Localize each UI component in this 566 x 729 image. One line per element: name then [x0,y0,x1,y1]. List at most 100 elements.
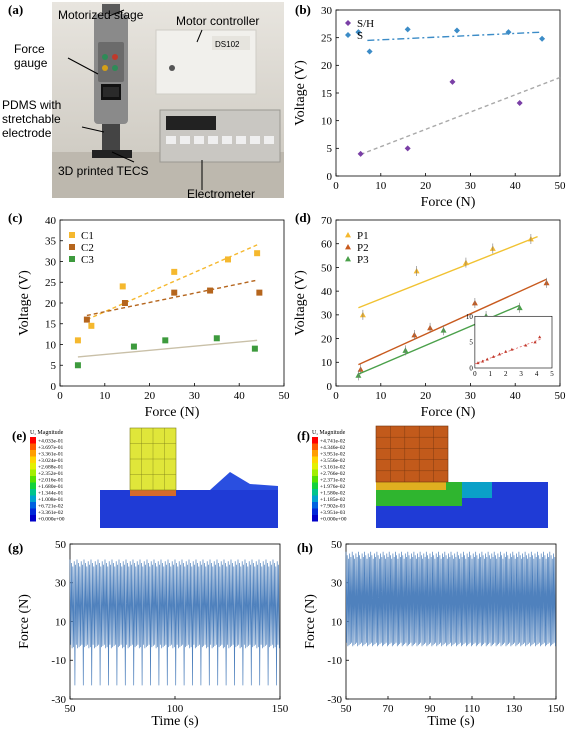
x-axis-label: Force (N) [421,195,476,210]
inset-data-point [538,335,542,339]
data-point-s [366,48,373,55]
force-signal-line [69,559,280,686]
y-tick-label: 30 [331,578,343,590]
fem-legend-value: +2.766e-02 [320,471,345,477]
fem-legend-value: +3.951e-02 [320,452,345,458]
data-point-c3 [74,362,81,369]
fem-legend-value: +3.697e-01 [38,445,63,451]
inset-data-point [485,357,489,361]
fem-legend-value: +3.361e-01 [38,452,63,458]
label-electrometer: Electrometer [187,187,256,201]
fem-legend-value: +0.000e+00 [38,517,65,523]
data-point-c1 [171,268,178,275]
x-tick-label: 110 [464,703,481,715]
data-point-c1 [225,256,231,263]
fem-legend-title: U, Magnitude [312,430,346,436]
label-motorized-stage: Motorized stage [58,8,144,22]
label-force-gauge: Force gauge [14,42,48,70]
y-tick-label: 10 [321,357,333,369]
panel-label-a: (a) [8,2,24,17]
device-model-label: DS102 [215,40,240,49]
legend-marker-p3 [345,256,351,262]
y-tick-label: -10 [327,655,342,667]
y-tick-label: 0 [327,381,333,393]
fem-legend-swatch [30,515,36,522]
panel-label-c: (c) [8,210,23,225]
fem-legend-value: +2.688e-01 [38,465,63,471]
fem-legend-value: +1.344e-01 [38,491,63,497]
y-tick-label: 15 [45,319,57,331]
data-point-c3 [162,337,169,344]
x-tick-label: 50 [279,390,291,402]
fem-legend-value: +4.033e-01 [38,439,63,445]
fem-legend-value: +3.024e-01 [38,458,63,464]
x-tick-label: 130 [506,703,523,715]
legend-marker-c1 [69,232,75,238]
fem-legend-value: +2.016e-01 [38,478,63,484]
y-tick-label: 30 [55,578,67,590]
x-axis-label: Force (N) [145,405,200,420]
y-tick-label: 5 [327,143,333,155]
legend-marker-c3 [69,256,75,262]
y-axis-label: Force (N) [17,594,32,649]
legend-label-sh: S/H [357,18,374,30]
fit-line-c1 [86,244,258,321]
fem-f: U, Magnitude+4.741e-02+4.346e-02+3.951e-… [312,425,548,528]
x-tick-label: 10 [375,180,387,192]
inset-x-tick-label: 2 [504,370,508,378]
data-point-s [404,26,411,33]
fem-legend-value: +0.000e+00 [320,517,347,523]
panel-label-g: (g) [8,540,24,555]
inset-data-point [510,347,514,351]
panel-label-b: (b) [295,2,311,17]
fem-legend-swatch [30,508,36,515]
legend-label-c3: C3 [81,254,94,266]
fem-legend-swatch [30,450,36,457]
y-tick-label: 30 [45,256,57,268]
x-tick-label: 10 [99,390,111,402]
y-tick-label: 50 [331,539,343,551]
force-signal-line [345,551,556,647]
chart-g: 50 100 150 -30 -10 10 30 50 Time (s) Force (N) [17,539,289,729]
y-tick-label: 0 [51,381,57,393]
inset-y-tick-label: 10 [466,313,474,321]
data-point-s [355,29,362,36]
x-tick-label: 30 [465,390,477,402]
y-tick-label: 35 [45,236,57,248]
y-tick-label: 5 [51,360,57,372]
fem-legend-value: +1.976e-02 [320,484,345,490]
data-point-c1 [254,250,261,257]
legend-marker-p1 [345,232,351,238]
y-tick-label: 20 [321,333,333,345]
inset-x-tick-label: 1 [489,370,493,378]
inset-y-tick-label: 0 [469,365,473,373]
y-tick-label: 20 [321,60,333,72]
fit-line-c2 [86,279,258,317]
fem-legend-value: +3.361e-02 [38,510,63,516]
fit-line-p2 [358,278,547,366]
fem-legend-swatch [312,495,318,502]
setup-photo: DS102 [52,2,284,198]
y-tick-label: 50 [321,262,333,274]
fem-strain-edge [462,482,492,498]
fem-contact-zone [376,482,446,490]
legend-label-c2: C2 [81,242,94,254]
y-tick-label: 40 [45,215,57,227]
y-tick-label: 10 [321,116,333,128]
x-tick-label: 150 [272,703,289,715]
inset-x-tick-label: 4 [535,370,539,378]
inset-data-point [480,359,485,363]
y-axis-label: Voltage (V) [293,60,308,126]
fem-legend-swatch [30,502,36,509]
legend-marker-c2 [69,244,75,250]
y-tick-label: 30 [321,310,333,322]
inset-x-tick-label: 5 [550,370,554,378]
data-point-c2 [83,316,90,323]
fem-legend-swatch [312,450,318,457]
inset-x-tick-label: 3 [519,370,523,378]
x-tick-label: 40 [510,180,522,192]
x-axis-label: Time (s) [151,714,199,729]
legend-label-p3: P3 [357,254,369,266]
y-tick-label: 0 [327,171,333,183]
fit-line-s [367,31,543,42]
